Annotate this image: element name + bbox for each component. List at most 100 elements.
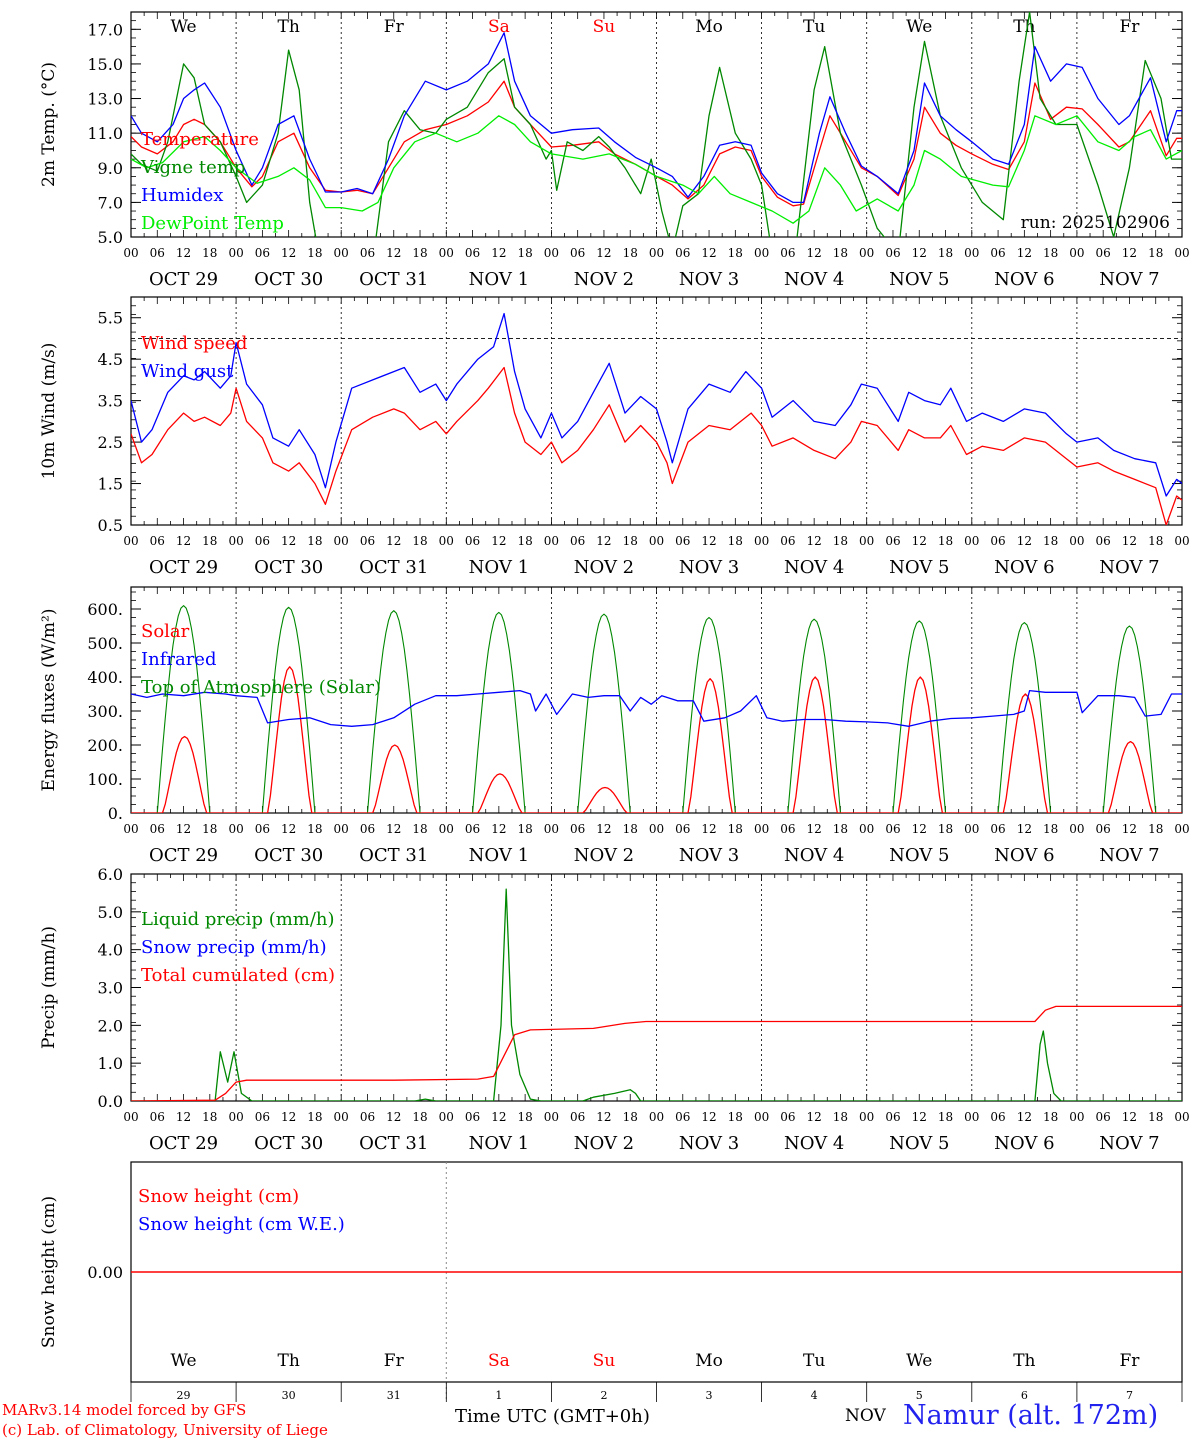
hour-label: 18: [938, 822, 953, 836]
hour-label: 06: [465, 1110, 480, 1124]
hour-label: 00: [439, 534, 454, 548]
hour-label: 12: [1017, 822, 1032, 836]
x-axis-title: Time UTC (GMT+0h): [455, 1406, 650, 1427]
hour-label: 00: [334, 822, 349, 836]
hour-label: 18: [307, 1110, 322, 1124]
weekday-label: Fr: [384, 1351, 405, 1371]
y-axis-title: Precip (mm/h): [39, 926, 59, 1049]
hour-label: 18: [728, 246, 743, 260]
hour-label: 00: [544, 534, 559, 548]
date-label: OCT 29: [149, 269, 218, 290]
legend-entry: Snow precip (mm/h): [141, 937, 327, 958]
y-tick-label: 2.0: [98, 1016, 123, 1035]
hour-label: 18: [412, 1110, 427, 1124]
series-liquid-precip-mm-h: [131, 888, 1182, 1101]
hour-label: 12: [1017, 1110, 1032, 1124]
day-number-label: 5: [916, 1389, 923, 1402]
hour-label: 06: [255, 534, 270, 548]
y-tick-label: 6.0: [98, 865, 123, 884]
hour-label: 06: [990, 246, 1005, 260]
date-label: NOV 3: [679, 269, 739, 290]
y-tick-label: 3.5: [98, 392, 123, 411]
weekday-label: Fr: [1119, 17, 1140, 37]
y-tick-label: 4.0: [98, 941, 123, 960]
hour-label: 18: [623, 246, 638, 260]
series-humidex: [131, 32, 1182, 204]
hour-label: 00: [649, 822, 664, 836]
hour-label: 18: [202, 534, 217, 548]
weekday-label: Sa: [488, 1351, 510, 1371]
hour-label: 06: [885, 1110, 900, 1124]
hour-label: 00: [1069, 1110, 1084, 1124]
y-tick-label: 3.0: [98, 979, 123, 998]
hour-label: 00: [228, 246, 243, 260]
legend-entry: Temperature: [141, 129, 259, 150]
hour-label: 12: [912, 1110, 927, 1124]
hour-label: 18: [307, 534, 322, 548]
hour-label: 06: [675, 534, 690, 548]
credits: MARv3.14 model forced by GFS (c) Lab. of…: [2, 1400, 328, 1440]
hour-label: 00: [334, 246, 349, 260]
date-label: OCT 30: [254, 845, 323, 866]
y-tick-label: 15.0: [87, 55, 123, 74]
series-group: [131, 12, 1182, 237]
y-tick-label: 600.: [87, 600, 123, 619]
hour-label: 12: [596, 534, 611, 548]
hour-label: 06: [1096, 1110, 1111, 1124]
hour-label: 06: [675, 246, 690, 260]
hour-label: 12: [491, 246, 506, 260]
weekday-label: Su: [593, 17, 616, 37]
y-tick-label: 5.5: [98, 309, 123, 328]
y-tick-label: 9.0: [98, 159, 123, 178]
day-number-label: 2: [600, 1389, 607, 1402]
hour-label: 06: [1096, 246, 1111, 260]
hour-label: 12: [1122, 822, 1137, 836]
weekday-label: Tu: [803, 1351, 825, 1371]
credits-line-1: MARv3.14 model forced by GFS: [2, 1401, 247, 1419]
y-tick-label: 0.: [108, 804, 123, 823]
date-label: NOV 7: [1099, 1133, 1159, 1154]
series-total-cumulated-cm: [131, 1005, 1182, 1101]
hour-label: 18: [1043, 1110, 1058, 1124]
y-tick-label: 400.: [87, 668, 123, 687]
hour-label: 12: [912, 534, 927, 548]
hour-label: 18: [623, 1110, 638, 1124]
hour-label: 12: [386, 246, 401, 260]
credits-line-2: (c) Lab. of Climatology, University of L…: [2, 1421, 328, 1439]
day-number-label: 7: [1126, 1389, 1133, 1402]
y-tick-label: 0.5: [98, 516, 123, 535]
date-label: OCT 29: [149, 845, 218, 866]
hour-label: 18: [938, 1110, 953, 1124]
date-label: NOV 5: [889, 269, 949, 290]
hour-label: 00: [859, 246, 874, 260]
y-tick-label: 17.0: [87, 20, 123, 39]
hour-label: 12: [281, 246, 296, 260]
date-label: OCT 31: [359, 845, 428, 866]
day-number-label: 3: [706, 1389, 713, 1402]
series-temperature: [131, 80, 1182, 207]
hour-label: 12: [807, 1110, 822, 1124]
y-tick-label: 7.0: [98, 193, 123, 212]
hour-label: 00: [1174, 822, 1189, 836]
y-tick-label: 100.: [87, 770, 123, 789]
hour-label: 12: [912, 246, 927, 260]
legend-entry: Snow height (cm): [138, 1186, 299, 1207]
date-label: NOV 7: [1099, 557, 1159, 578]
legend-entry: Snow height (cm W.E.): [138, 1214, 345, 1235]
legend-entry: Wind speed: [141, 333, 247, 354]
date-label: NOV 5: [889, 1133, 949, 1154]
date-label: OCT 29: [149, 557, 218, 578]
date-label: NOV 6: [994, 269, 1054, 290]
hour-label: 06: [255, 1110, 270, 1124]
hour-label: 00: [544, 246, 559, 260]
panel-temperature: 5.0 7.0 9.0 11.0 13.0 15.0 17.0 2m Temp. (°C) 00…: [39, 11, 1190, 290]
hour-label: 00: [334, 534, 349, 548]
weekday-label: Fr: [384, 17, 405, 37]
series-group: [131, 888, 1182, 1101]
hour-label: 00: [439, 246, 454, 260]
hour-label: 06: [360, 822, 375, 836]
weekday-label: We: [906, 17, 932, 37]
weekday-label: Th: [278, 1351, 300, 1371]
hour-label: 00: [1174, 534, 1189, 548]
hour-label: 00: [859, 822, 874, 836]
